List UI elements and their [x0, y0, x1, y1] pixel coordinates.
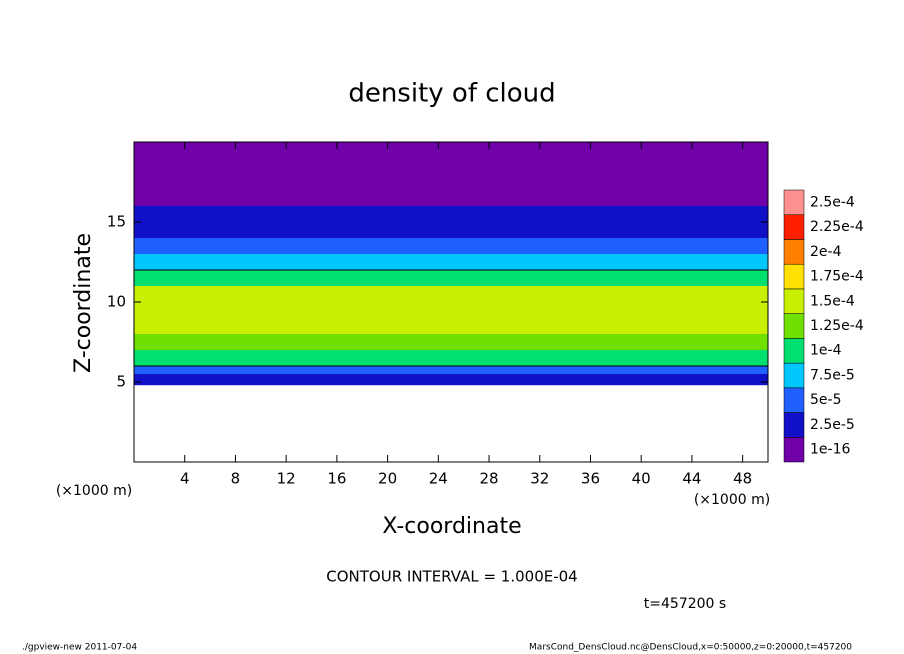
colorbar-cell — [783, 313, 805, 339]
field-band — [134, 238, 768, 254]
x-unit: (×1000 m) — [694, 492, 770, 508]
colorbar-label: 2.25e-4 — [810, 219, 864, 235]
colorbar-label: 2.5e-5 — [810, 417, 855, 433]
footer-left: ./gpview-new 2011-07-04 — [22, 643, 137, 653]
colorbar-cell — [783, 387, 805, 413]
field-band — [134, 374, 768, 386]
colorbar-label: 5e-5 — [810, 392, 841, 408]
y-axis-label: Z-coordinate — [71, 233, 96, 373]
colorbar-label: 1e-4 — [810, 343, 842, 359]
colorbar-label: 7.5e-5 — [810, 367, 855, 383]
y-unit: (×1000 m) — [56, 483, 132, 499]
field-band — [134, 286, 768, 302]
y-tick-label: 10 — [107, 293, 126, 311]
colorbar-cell — [783, 189, 805, 215]
colorbar-label: 1.5e-4 — [810, 293, 855, 309]
field-band — [134, 222, 768, 238]
x-tick-label: 36 — [581, 470, 600, 488]
field-band — [134, 366, 768, 374]
colorbar-cell — [783, 263, 805, 290]
contour-note: CONTOUR INTERVAL = 1.000E-04 — [326, 568, 577, 586]
x-tick-label: 16 — [327, 470, 346, 488]
y-tick-label: 5 — [116, 373, 126, 391]
x-tick-label: 40 — [632, 470, 651, 488]
field-band — [134, 142, 768, 158]
x-axis-label: X-coordinate — [382, 514, 521, 539]
field-band — [134, 190, 768, 206]
x-tick-label: 24 — [429, 470, 448, 488]
x-tick-label: 12 — [277, 470, 296, 488]
field-band — [134, 174, 768, 190]
x-tick-label: 44 — [682, 470, 701, 488]
time-label: t=457200 s — [644, 596, 726, 612]
colorbar-cell — [783, 437, 805, 463]
colorbar-cell — [783, 362, 805, 389]
y-tick-label: 15 — [107, 213, 126, 231]
colorbar-cell — [783, 214, 805, 240]
field-band — [134, 334, 768, 350]
x-tick-label: 48 — [733, 470, 752, 488]
colorbar-label: 2.5e-4 — [810, 194, 855, 210]
field-band — [134, 350, 768, 366]
field-band — [134, 302, 768, 318]
x-tick-label: 28 — [479, 470, 498, 488]
colorbar-cell — [783, 288, 805, 314]
chart-title: density of cloud — [348, 79, 555, 109]
x-tick-label: 4 — [180, 470, 190, 488]
field-band — [134, 270, 768, 286]
colorbar-cell — [783, 239, 805, 265]
colorbar-label: 2e-4 — [810, 244, 842, 260]
field-band — [134, 158, 768, 174]
x-tick-label: 32 — [530, 470, 549, 488]
field-band — [134, 254, 768, 270]
footer-right: MarsCond_DensCloud.nc@DensCloud,x=0:5000… — [529, 643, 852, 653]
field-band — [134, 318, 768, 334]
x-tick-label: 8 — [231, 470, 241, 488]
x-tick-label: 20 — [378, 470, 397, 488]
field-band — [134, 206, 768, 222]
colorbar-label: 1.25e-4 — [810, 318, 864, 334]
colorbar-label: 1e-16 — [810, 442, 850, 458]
colorbar-label: 1.75e-4 — [810, 269, 864, 285]
colorbar-cell — [783, 412, 805, 438]
colorbar-cell — [783, 338, 805, 364]
